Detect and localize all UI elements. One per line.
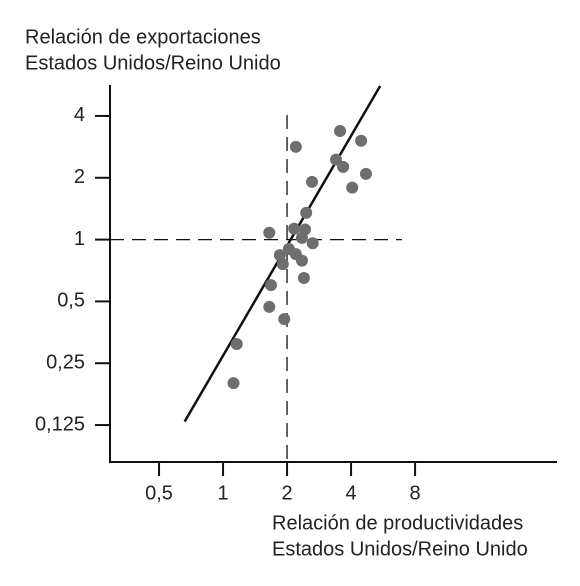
point <box>359 167 372 180</box>
y-axis-label: Relación de exportaciones <box>25 26 261 48</box>
y-tick-label: 0,25 <box>46 352 85 374</box>
point <box>263 226 276 239</box>
point <box>334 124 347 137</box>
point <box>264 279 277 292</box>
y-axis-label: Estados Unidos/Reino Unido <box>25 52 281 74</box>
point <box>278 313 291 326</box>
y-tick-label: 1 <box>74 228 85 250</box>
x-tick-label: 8 <box>410 482 421 504</box>
point <box>355 134 368 147</box>
x-tick-label: 4 <box>346 482 357 504</box>
point <box>306 237 319 250</box>
point <box>300 206 313 219</box>
point <box>230 338 243 351</box>
point <box>297 272 310 285</box>
point <box>227 377 240 390</box>
point <box>263 300 276 313</box>
y-tick-label: 0,5 <box>57 290 85 312</box>
point <box>305 175 318 188</box>
x-axis-label: Relación de productividades <box>272 512 523 534</box>
point <box>289 140 302 153</box>
point <box>295 231 308 244</box>
x-tick-label: 2 <box>281 482 292 504</box>
y-tick-label: 2 <box>74 166 85 188</box>
y-tick-label: 4 <box>74 104 85 126</box>
x-axis-label: Estados Unidos/Reino Unido <box>272 538 528 560</box>
point <box>295 254 308 267</box>
point <box>346 181 359 194</box>
point <box>288 222 301 235</box>
y-tick-label: 0,125 <box>35 413 85 435</box>
x-tick-label: 0,5 <box>145 482 173 504</box>
point <box>337 160 350 173</box>
point <box>276 258 289 271</box>
x-tick-label: 1 <box>217 482 228 504</box>
